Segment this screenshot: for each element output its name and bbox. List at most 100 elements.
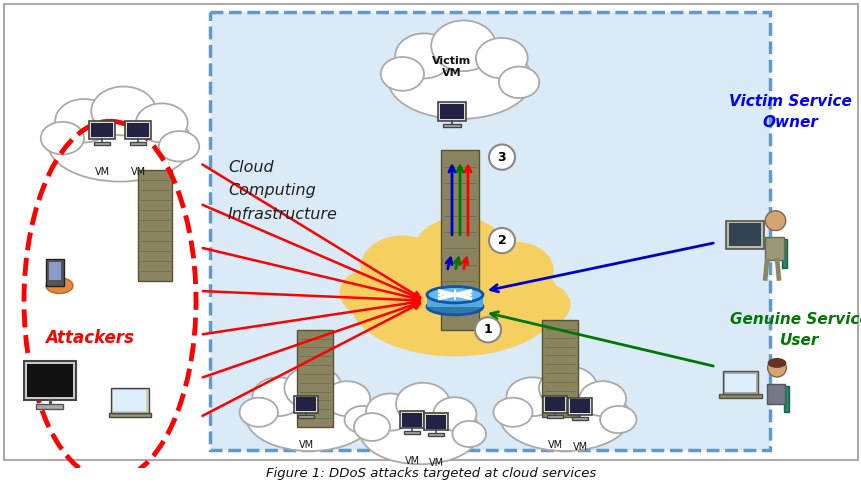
Bar [401,413,422,427]
Text: Cloud
Computing
Infrastructure: Cloud Computing Infrastructure [228,160,338,222]
Text: VM: VM [130,167,146,177]
Bar [542,396,567,413]
Text: VM: VM [572,442,587,452]
Bar [443,124,460,127]
Bar [782,239,786,268]
Circle shape [474,317,500,342]
Text: VM: VM [404,456,419,466]
Bar [569,399,590,413]
Bar [426,295,482,307]
Bar [125,121,151,139]
Bar [127,123,149,137]
Bar [111,388,149,413]
Ellipse shape [452,421,486,447]
Ellipse shape [350,245,560,356]
Bar [438,102,465,121]
Ellipse shape [579,381,625,416]
Ellipse shape [245,383,374,451]
Ellipse shape [91,87,156,135]
Bar [46,259,64,286]
Text: 1: 1 [483,323,492,336]
Bar [138,170,172,281]
Bar [297,330,332,427]
Bar [441,150,479,330]
Ellipse shape [511,282,570,327]
Ellipse shape [499,67,539,98]
Ellipse shape [339,269,402,317]
Bar [295,397,316,411]
Ellipse shape [387,40,531,119]
Circle shape [765,211,784,230]
Bar [572,417,587,420]
Ellipse shape [360,236,444,299]
Ellipse shape [324,381,369,416]
Ellipse shape [354,413,389,441]
Ellipse shape [360,399,480,464]
Ellipse shape [475,38,527,79]
Text: Victim
VM: Victim VM [432,56,471,78]
Bar [294,396,318,413]
Ellipse shape [493,398,532,427]
Ellipse shape [48,106,192,182]
Bar [94,142,110,145]
Bar [542,320,578,417]
Ellipse shape [366,393,413,431]
Text: VM: VM [428,458,443,468]
Bar [404,431,419,434]
Bar [725,221,763,249]
Bar [547,415,562,418]
Text: Victim Service
Owner: Victim Service Owner [728,94,851,130]
Bar [766,385,784,404]
Ellipse shape [767,358,785,368]
Text: Genuine Service
User: Genuine Service User [729,312,861,348]
Bar [425,415,446,428]
Text: Figure 1: DDoS attacks targeted at cloud services: Figure 1: DDoS attacks targeted at cloud… [265,467,596,480]
Bar [728,223,760,246]
Bar [36,404,64,409]
Text: VM: VM [298,441,313,450]
Bar [544,397,565,411]
Ellipse shape [381,57,424,91]
Ellipse shape [433,397,476,431]
Bar [298,415,313,418]
Ellipse shape [499,383,629,451]
Ellipse shape [430,20,495,71]
Ellipse shape [252,377,303,416]
Ellipse shape [538,366,597,410]
Bar [722,371,758,394]
Ellipse shape [284,366,342,410]
Bar [424,413,448,430]
Bar [428,433,443,436]
Bar [765,237,784,260]
Ellipse shape [40,122,84,154]
Text: VM: VM [95,167,109,177]
Ellipse shape [599,406,635,433]
Bar [24,361,76,400]
Bar [109,413,151,417]
Ellipse shape [506,377,558,416]
Circle shape [767,359,785,377]
Ellipse shape [46,278,73,294]
Bar [440,104,463,120]
Bar [400,411,424,428]
Bar [210,12,769,450]
Bar [114,390,146,411]
Bar [48,262,61,280]
Ellipse shape [394,33,452,79]
Bar [783,386,788,413]
Bar [27,364,73,397]
Ellipse shape [239,398,278,427]
Ellipse shape [158,131,199,161]
Text: VM: VM [547,441,562,450]
Circle shape [488,228,514,253]
Bar [90,121,115,139]
Ellipse shape [426,298,482,315]
Bar [91,123,113,137]
Bar [567,398,592,415]
Ellipse shape [136,103,188,143]
Ellipse shape [344,406,380,433]
Ellipse shape [395,383,449,425]
Text: Attackers: Attackers [46,329,134,347]
Circle shape [488,145,514,170]
Bar [724,374,755,392]
